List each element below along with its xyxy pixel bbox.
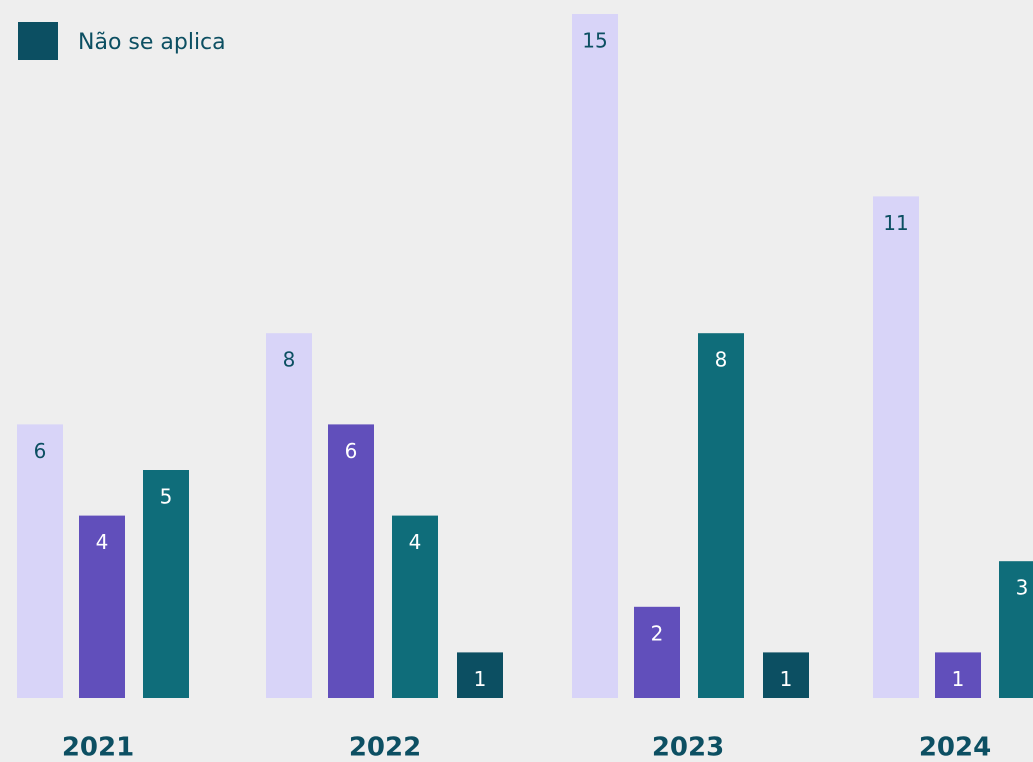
x-tick-label: 2024 (919, 733, 991, 762)
bar (392, 515, 438, 698)
bar (572, 14, 618, 698)
data-label: 1 (952, 667, 965, 691)
data-label: 6 (345, 439, 358, 463)
data-label: 5 (160, 485, 173, 509)
bar (935, 652, 981, 698)
data-label: 8 (715, 348, 728, 372)
data-label: 8 (283, 348, 296, 372)
data-label: 4 (409, 530, 422, 554)
data-label: 11 (883, 211, 908, 235)
bar (457, 652, 503, 698)
bar (634, 606, 680, 698)
legend-swatch (18, 22, 58, 60)
bar (999, 561, 1033, 698)
bar (143, 470, 189, 698)
data-label: 1 (474, 667, 487, 691)
data-label: 3 (1016, 576, 1029, 600)
data-label: 4 (96, 530, 109, 554)
bar (17, 424, 63, 698)
bar (79, 515, 125, 698)
bar (266, 333, 312, 698)
legend-label: Não se aplica (78, 30, 226, 55)
x-tick-label: 2021 (62, 733, 134, 762)
data-label: 15 (582, 29, 607, 53)
data-label: 6 (34, 439, 47, 463)
x-tick-label: 2022 (349, 733, 421, 762)
bar (763, 652, 809, 698)
data-label: 1 (780, 667, 793, 691)
x-tick-label: 2023 (652, 733, 724, 762)
bar (328, 424, 374, 698)
data-label: 2 (651, 621, 664, 645)
bar (698, 333, 744, 698)
bar (873, 196, 919, 698)
